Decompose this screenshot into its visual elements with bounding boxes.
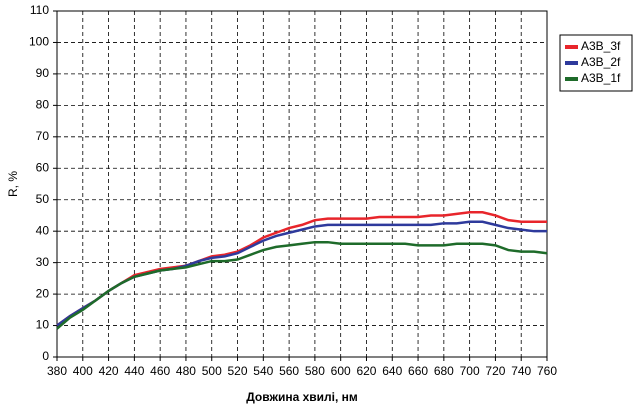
x-tick-label: 560	[279, 364, 299, 378]
y-tick-label: 80	[36, 98, 50, 112]
line-series	[56, 240, 548, 330]
x-tick-label: 520	[228, 364, 248, 378]
line-series	[56, 211, 547, 327]
x-tick-label: 460	[150, 364, 170, 378]
plot-border	[56, 10, 548, 358]
y-tick-label: 30	[36, 255, 50, 269]
y-tick-label: 40	[36, 223, 50, 237]
x-tick-label: 480	[176, 364, 196, 378]
x-axis-label: Довжина хвилі, нм	[246, 390, 358, 404]
y-tick-label: 90	[36, 66, 50, 80]
x-tick-label: 600	[331, 364, 351, 378]
x-tick-label: 420	[99, 364, 119, 378]
x-tick-label: 540	[253, 364, 273, 378]
y-tick-label: 50	[36, 192, 50, 206]
x-tick-label: 380	[47, 364, 67, 378]
y-tick-label: 20	[36, 286, 50, 300]
x-tick-label: 740	[511, 364, 531, 378]
x-tick-label: 660	[408, 364, 428, 378]
legend-label: A3B_2f	[581, 55, 621, 69]
y-tick-label: 10	[36, 318, 50, 332]
y-tick-label: 60	[36, 160, 50, 174]
y-axis-label: R, %	[6, 171, 20, 197]
x-tick-label: 580	[305, 364, 325, 378]
x-tick-label: 640	[382, 364, 402, 378]
legend-label: A3B_3f	[581, 39, 621, 53]
y-tick-label: 0	[42, 349, 49, 363]
x-tick-label: 440	[124, 364, 144, 378]
x-tick-label: 680	[434, 364, 454, 378]
x-tick-label: 760	[537, 364, 557, 378]
legend-label: A3B_1f	[581, 71, 621, 85]
x-tick-label: 700	[460, 364, 480, 378]
y-tick-label: 70	[36, 129, 50, 143]
x-tick-label: 400	[73, 364, 93, 378]
x-tick-label: 500	[202, 364, 222, 378]
x-tick-label: 720	[485, 364, 505, 378]
plot-area	[57, 11, 547, 357]
y-tick-label: 100	[29, 35, 49, 49]
x-tick-label: 620	[356, 364, 376, 378]
y-tick-label: 110	[30, 3, 49, 17]
